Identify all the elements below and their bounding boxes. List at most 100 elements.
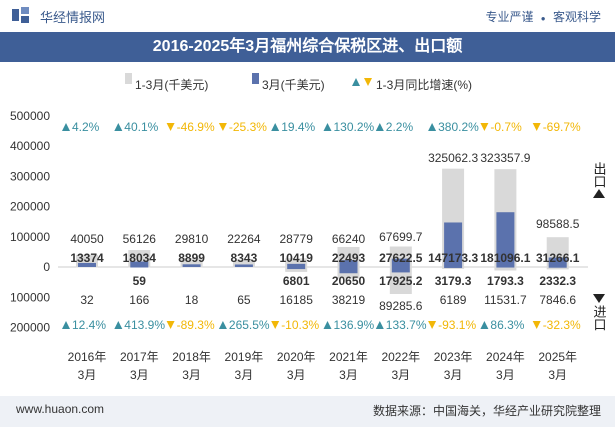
slogan: 专业严谨 ● 客观科学: [485, 8, 601, 25]
import-month-label: 6801: [283, 274, 310, 288]
import-growth-label: 86.3%: [490, 318, 524, 332]
y-tick-label: 0: [43, 260, 50, 274]
export-month-bar: [391, 258, 410, 267]
import-growth-triangle: [114, 321, 123, 329]
export-month-bar: [287, 263, 306, 267]
x-tick-month: 3月: [444, 368, 463, 382]
export-cum-label: 67699.7: [379, 230, 423, 244]
x-tick-year: 2024年: [486, 350, 525, 364]
import-cum-label: 32: [80, 293, 94, 307]
import-growth-triangle: [480, 321, 489, 329]
export-growth-triangle: [166, 123, 175, 131]
import-month-label: 17925.2: [379, 274, 423, 288]
import-growth-label: -89.3%: [177, 318, 215, 332]
side-label-export: 出口: [592, 162, 607, 188]
import-growth-triangle: [375, 321, 384, 329]
export-month-label: 8899: [178, 251, 205, 265]
import-month-bar: [444, 267, 463, 268]
export-growth-triangle: [532, 123, 541, 131]
y-tick-label: 100000: [10, 290, 50, 304]
export-month-bar: [182, 264, 201, 267]
x-tick-year: 2020年: [277, 350, 316, 364]
import-cum-bar: [389, 267, 412, 295]
export-cum-label: 22264: [227, 232, 261, 246]
import-growth-triangle: [532, 321, 541, 329]
import-month-bar: [391, 267, 410, 273]
import-cum-label: 16185: [280, 293, 314, 307]
import-month-bar: [130, 267, 149, 268]
legend-label-growth: 1-3月同比增速(%): [376, 78, 472, 92]
export-month-label: 13374: [70, 251, 104, 265]
export-month-label: 147173.3: [428, 251, 478, 265]
website-link[interactable]: www.huaon.com: [16, 402, 105, 416]
import-cum-label: 38219: [332, 293, 366, 307]
export-month-label: 8343: [231, 251, 258, 265]
x-tick-year: 2017年: [120, 350, 159, 364]
slogan-separator: ●: [540, 14, 546, 23]
import-growth-triangle: [428, 321, 437, 329]
export-month-label: 181096.1: [480, 251, 530, 265]
import-month-label: 2332.3: [539, 274, 576, 288]
export-cum-bar: [232, 260, 255, 267]
trade-chart: 1-3月(千美元) 3月(千美元) 1-3月同比增速(%) 500000 400000 3…: [10, 73, 607, 382]
export-month-label: 10419: [280, 251, 314, 265]
export-cum-bar: [180, 257, 203, 267]
export-cum-label: 66240: [332, 232, 366, 246]
x-tick-year: 2016年: [68, 350, 107, 364]
export-cum-bar: [285, 258, 308, 267]
x-tick-year: 2019年: [225, 350, 264, 364]
import-month-bar: [339, 267, 358, 274]
export-growth-label: 380.2%: [438, 120, 479, 134]
y-tick-label: 500000: [10, 109, 50, 123]
export-cum-label: 40050: [70, 232, 104, 246]
import-growth-triangle: [218, 321, 227, 329]
import-growth-triangle: [323, 321, 332, 329]
import-growth-label: 265.5%: [229, 318, 270, 332]
import-cum-label: 7846.6: [539, 293, 576, 307]
export-month-label: 27622.5: [379, 251, 423, 265]
footer-bar: [0, 396, 615, 427]
export-growth-label: -25.3%: [229, 120, 267, 134]
export-growth-label: 19.4%: [281, 120, 315, 134]
slogan-left: 专业严谨: [485, 10, 534, 24]
import-cum-label: 11531.7: [484, 293, 527, 307]
import-cum-bar: [76, 267, 98, 268]
import-growth-triangle: [166, 321, 175, 329]
import-growth-triangle: [62, 321, 70, 329]
import-cum-label: 6189: [440, 293, 467, 307]
import-month-label: 3179.3: [435, 274, 472, 288]
import-growth-label: -32.3%: [543, 318, 581, 332]
export-month-bar: [496, 212, 515, 267]
x-tick-year: 2022年: [381, 350, 420, 364]
chart-title: 2016-2025年3月福州综合保税区进、出口额: [152, 38, 463, 55]
export-growth-label: -46.9%: [177, 120, 215, 134]
export-growth-triangle: [323, 123, 332, 131]
export-growth-triangle: [428, 123, 437, 131]
export-growth-label: -69.7%: [543, 120, 581, 134]
export-month-label: 22493: [332, 251, 366, 265]
x-tick-month: 3月: [339, 368, 358, 382]
import-cum-bar: [180, 267, 203, 268]
x-tick-month: 3月: [235, 368, 254, 382]
export-cum-label: 98588.5: [536, 217, 580, 231]
export-cum-label: 28779: [280, 232, 314, 246]
import-growth-label: -93.1%: [438, 318, 476, 332]
side-label-import: 进口: [592, 305, 607, 331]
import-arrow-icon: [593, 294, 605, 303]
x-tick-month: 3月: [548, 368, 567, 382]
export-month-bar: [339, 260, 358, 267]
import-cum-label: 89285.6: [379, 299, 423, 313]
legend-up-triangle: [352, 78, 360, 86]
import-cum-label: 65: [237, 293, 251, 307]
brand-name[interactable]: 华经情报网: [40, 10, 106, 25]
export-cum-label: 29810: [175, 232, 209, 246]
export-growth-triangle: [62, 123, 70, 131]
slogan-right: 客观科学: [552, 10, 601, 24]
export-month-label: 31266.1: [536, 251, 580, 265]
export-growth-triangle: [375, 123, 384, 131]
export-growth-triangle: [480, 123, 489, 131]
export-growth-label: 130.2%: [334, 120, 375, 134]
x-tick-year: 2021年: [329, 350, 368, 364]
huajing-logo-icon: [12, 7, 29, 23]
import-cum-bar: [494, 267, 517, 271]
